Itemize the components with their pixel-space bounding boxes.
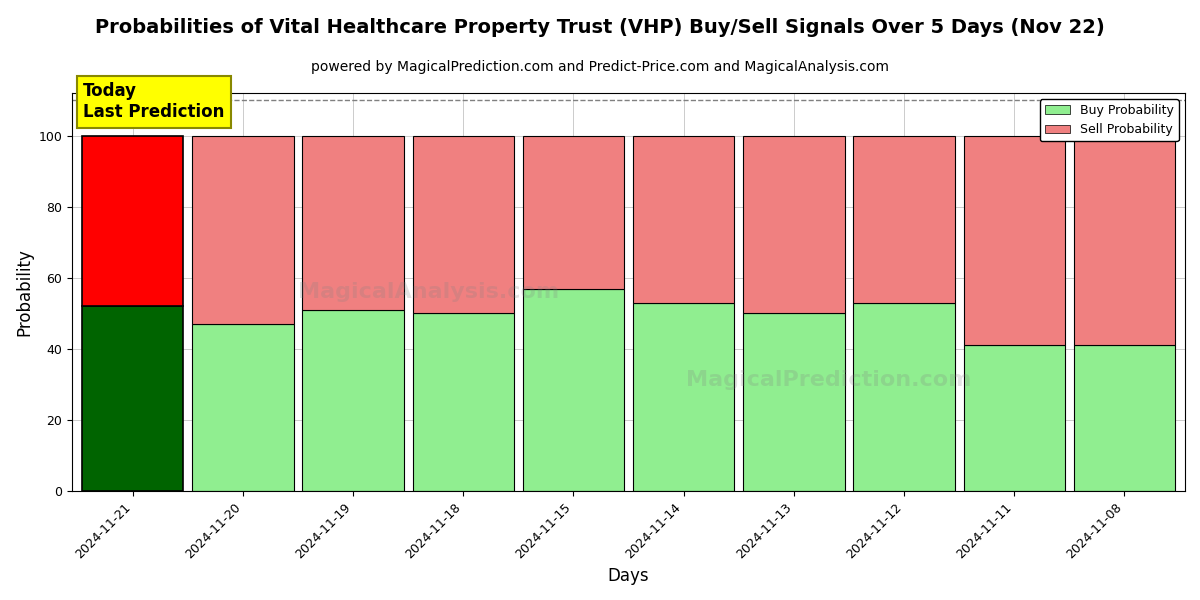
Y-axis label: Probability: Probability xyxy=(16,248,34,336)
Text: Probabilities of Vital Healthcare Property Trust (VHP) Buy/Sell Signals Over 5 D: Probabilities of Vital Healthcare Proper… xyxy=(95,18,1105,37)
Bar xyxy=(413,313,514,491)
Bar xyxy=(743,136,845,313)
Bar xyxy=(964,136,1064,346)
Bar xyxy=(1074,136,1175,346)
Bar xyxy=(853,136,955,303)
Bar xyxy=(413,136,514,313)
Text: powered by MagicalPrediction.com and Predict-Price.com and MagicalAnalysis.com: powered by MagicalPrediction.com and Pre… xyxy=(311,60,889,74)
Bar xyxy=(302,310,404,491)
Bar xyxy=(523,289,624,491)
Bar xyxy=(82,307,184,491)
Bar xyxy=(632,303,734,491)
Bar xyxy=(1074,346,1175,491)
Bar xyxy=(192,136,294,324)
Bar xyxy=(302,136,404,310)
Bar xyxy=(632,136,734,303)
Text: MagicalAnalysis.com: MagicalAnalysis.com xyxy=(298,282,559,302)
Bar xyxy=(523,136,624,289)
Bar xyxy=(853,303,955,491)
Bar xyxy=(82,136,184,307)
Legend: Buy Probability, Sell Probability: Buy Probability, Sell Probability xyxy=(1040,99,1178,141)
Text: Today
Last Prediction: Today Last Prediction xyxy=(83,82,224,121)
Text: MagicalPrediction.com: MagicalPrediction.com xyxy=(686,370,972,390)
X-axis label: Days: Days xyxy=(607,567,649,585)
Bar xyxy=(192,324,294,491)
Bar xyxy=(743,313,845,491)
Bar xyxy=(964,346,1064,491)
